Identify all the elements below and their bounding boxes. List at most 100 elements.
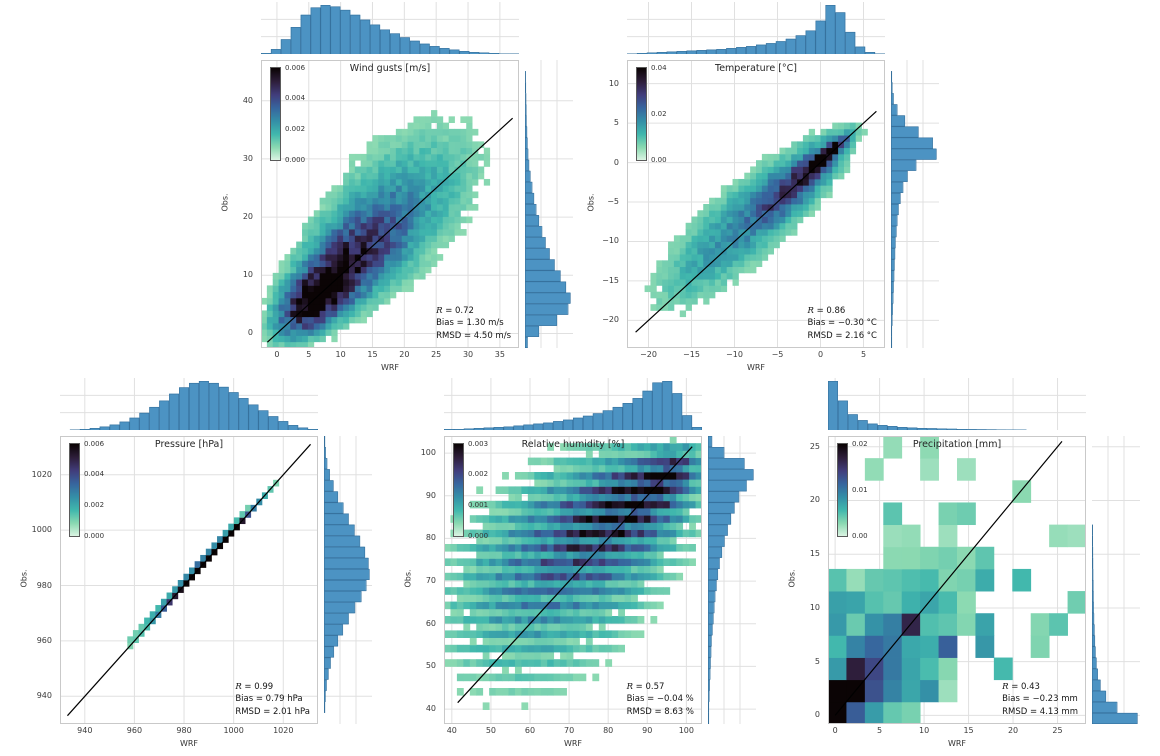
stat-rmsd: RMSD = 8.63 %	[626, 706, 694, 717]
x-tick-label: 40	[446, 726, 457, 735]
stat-correlation: R = 0.99	[235, 682, 274, 693]
x-tick-label: 1000	[223, 726, 244, 735]
jointplot-wind-gusts: Wind gusts [m/s] 0.000 0.002 0.004 0.006 R …	[217, 2, 577, 378]
colorbar-gradient	[636, 67, 647, 161]
y-tick-label: 30	[242, 153, 253, 163]
colorbar-tick-label: 0.004	[285, 94, 306, 103]
x-ticks: 40 50 60 70 80 90 100	[444, 726, 702, 738]
x-tick-label: 5	[860, 350, 867, 359]
stats-annotation: R = 0.43 Bias = −0.23 mm RMSD = 4.13 mm	[1002, 681, 1078, 718]
stat-bias: Bias = −0.23 mm	[1002, 694, 1078, 705]
x-tick-label: 960	[126, 726, 143, 735]
x-tick-label: 60	[524, 726, 536, 735]
x-axis-label: WRF	[380, 363, 400, 372]
y-tick-label: 1020	[31, 469, 52, 479]
colorbar-tick-label: 0.002	[468, 470, 489, 479]
y-ticks: 0 10 20 30 40	[217, 60, 257, 348]
colorbar: 0.000 0.001 0.002 0.003	[453, 439, 499, 543]
jointplot-precipitation: Precipitation [mm] 0.00 0.01 0.02 R = 0.43…	[784, 378, 1144, 754]
colorbar: 0.00 0.01 0.02	[837, 439, 883, 543]
x-ticks: 940 960 980 1000 1020	[60, 726, 318, 738]
y-tick-label: 15	[809, 549, 820, 559]
colorbar-tick-label: 0.004	[84, 470, 105, 479]
y-tick-label: −5	[607, 197, 619, 207]
stat-bias: Bias = −0.04 %	[626, 694, 694, 705]
x-ticks: 0 5 10 15 20 25	[828, 726, 1086, 738]
y-tick-label: 20	[809, 495, 820, 505]
y-tick-label: −10	[602, 236, 619, 246]
panel-title: Pressure [hPa]	[154, 439, 224, 450]
stat-bias: Bias = 1.30 m/s	[436, 318, 504, 329]
y-tick-label: 70	[425, 576, 436, 586]
y-tick-label: 10	[608, 78, 619, 88]
colorbar-tick-label: 0.006	[84, 439, 105, 448]
precipitation-top-marginal-canvas	[828, 378, 1086, 430]
y-axis-label: Obs.	[787, 569, 797, 588]
colorbar-gradient	[270, 67, 281, 161]
colorbar-tick-label: 0.04	[651, 63, 667, 72]
colorbar-tick-label: 0.003	[468, 439, 489, 448]
stats-annotation: R = 0.99 Bias = 0.79 hPa RMSD = 2.01 hPa	[235, 681, 310, 718]
colorbar-tick-label: 0.002	[84, 500, 105, 509]
jointplot-pressure: Pressure [hPa] 0.000 0.002 0.004 0.006 R = …	[16, 378, 376, 754]
y-tick-label: 60	[425, 618, 436, 628]
x-tick-label: 35	[494, 350, 505, 359]
x-tick-label: 5	[306, 350, 312, 359]
pressure-top-marginal-canvas	[60, 378, 318, 430]
x-tick-label: 940	[77, 726, 93, 735]
stat-rmsd: RMSD = 2.16 °C	[807, 330, 877, 341]
x-tick-label: 25	[431, 350, 442, 359]
relative-humidity-top-marginal-canvas	[444, 378, 702, 430]
x-tick-label: 0	[817, 350, 824, 359]
y-tick-label: 5	[613, 118, 619, 128]
colorbar-tick-label: 0.001	[468, 500, 489, 509]
wind-gusts-plot-area: Wind gusts [m/s] 0.000 0.002 0.004 0.006 R …	[261, 60, 519, 348]
colorbar-tick-label: 0.02	[852, 439, 868, 448]
pressure-plot-area: Pressure [hPa] 0.000 0.002 0.004 0.006 R = …	[60, 436, 318, 724]
y-axis-label: Obs.	[19, 569, 29, 588]
colorbar-tick-label: 0.00	[651, 155, 667, 164]
x-tick-label: 90	[642, 726, 653, 735]
x-tick-label: 20	[1007, 726, 1019, 735]
x-tick-label: 80	[603, 726, 614, 735]
x-tick-label: 0	[832, 726, 838, 735]
y-tick-label: −20	[602, 315, 619, 325]
x-tick-label: 1020	[273, 726, 294, 735]
stat-correlation: R = 0.57	[626, 682, 665, 693]
colorbar-tick-label: 0.002	[285, 124, 306, 133]
x-tick-label: 980	[176, 726, 192, 735]
y-tick-label: 940	[36, 691, 52, 701]
relative-humidity-right-marginal-canvas	[708, 436, 756, 724]
pressure-right-marginal-canvas	[324, 436, 372, 724]
colorbar-tick-label: 0.006	[285, 63, 306, 72]
temperature-heatmap-canvas	[627, 60, 885, 348]
x-axis-label: WRF	[563, 739, 583, 748]
x-tick-label: −20	[640, 350, 657, 359]
x-tick-label: 10	[918, 726, 930, 735]
x-axis-label: WRF	[746, 363, 766, 372]
x-tick-label: 70	[563, 726, 575, 735]
y-tick-label: −15	[602, 275, 619, 285]
x-tick-label: 0	[274, 350, 280, 359]
x-tick-label: 15	[963, 726, 974, 735]
figure-row-bottom: Pressure [hPa] 0.00 0 0.002 0.004 0.006 R = …	[0, 378, 1160, 754]
jointplot-temperature: Temperature [°C] 0.00 0.02 0.04 R = 0.86 B…	[583, 2, 943, 378]
x-ticks: 0 5 10 15 20 25 30 35	[261, 350, 519, 362]
precipitation-plot-area: Precipitation [mm] 0.00 0.01 0.02 R = 0.43…	[828, 436, 1086, 724]
x-tick-label: 30	[462, 350, 474, 359]
y-tick-label: 10	[809, 602, 820, 612]
precipitation-right-marginal-canvas	[1092, 436, 1140, 724]
relative-humidity-plot-area: Relative humidity [%] 0.000 0.001 0.002 0.0…	[444, 436, 702, 724]
y-tick-label: 25	[809, 441, 820, 451]
y-tick-label: 5	[814, 656, 820, 666]
x-tick-label: 15	[367, 350, 378, 359]
x-axis-label: WRF	[947, 739, 967, 748]
y-tick-label: 40	[242, 95, 253, 105]
y-tick-label: 90	[425, 490, 436, 500]
wind-gusts-heatmap-canvas	[261, 60, 519, 348]
temperature-plot-area: Temperature [°C] 0.00 0.02 0.04 R = 0.86 B…	[627, 60, 885, 348]
colorbar-tick-label: 0.00	[852, 531, 868, 540]
colorbar: 0.000 0.002 0.004 0.006	[69, 439, 115, 543]
y-tick-label: 980	[36, 580, 52, 590]
